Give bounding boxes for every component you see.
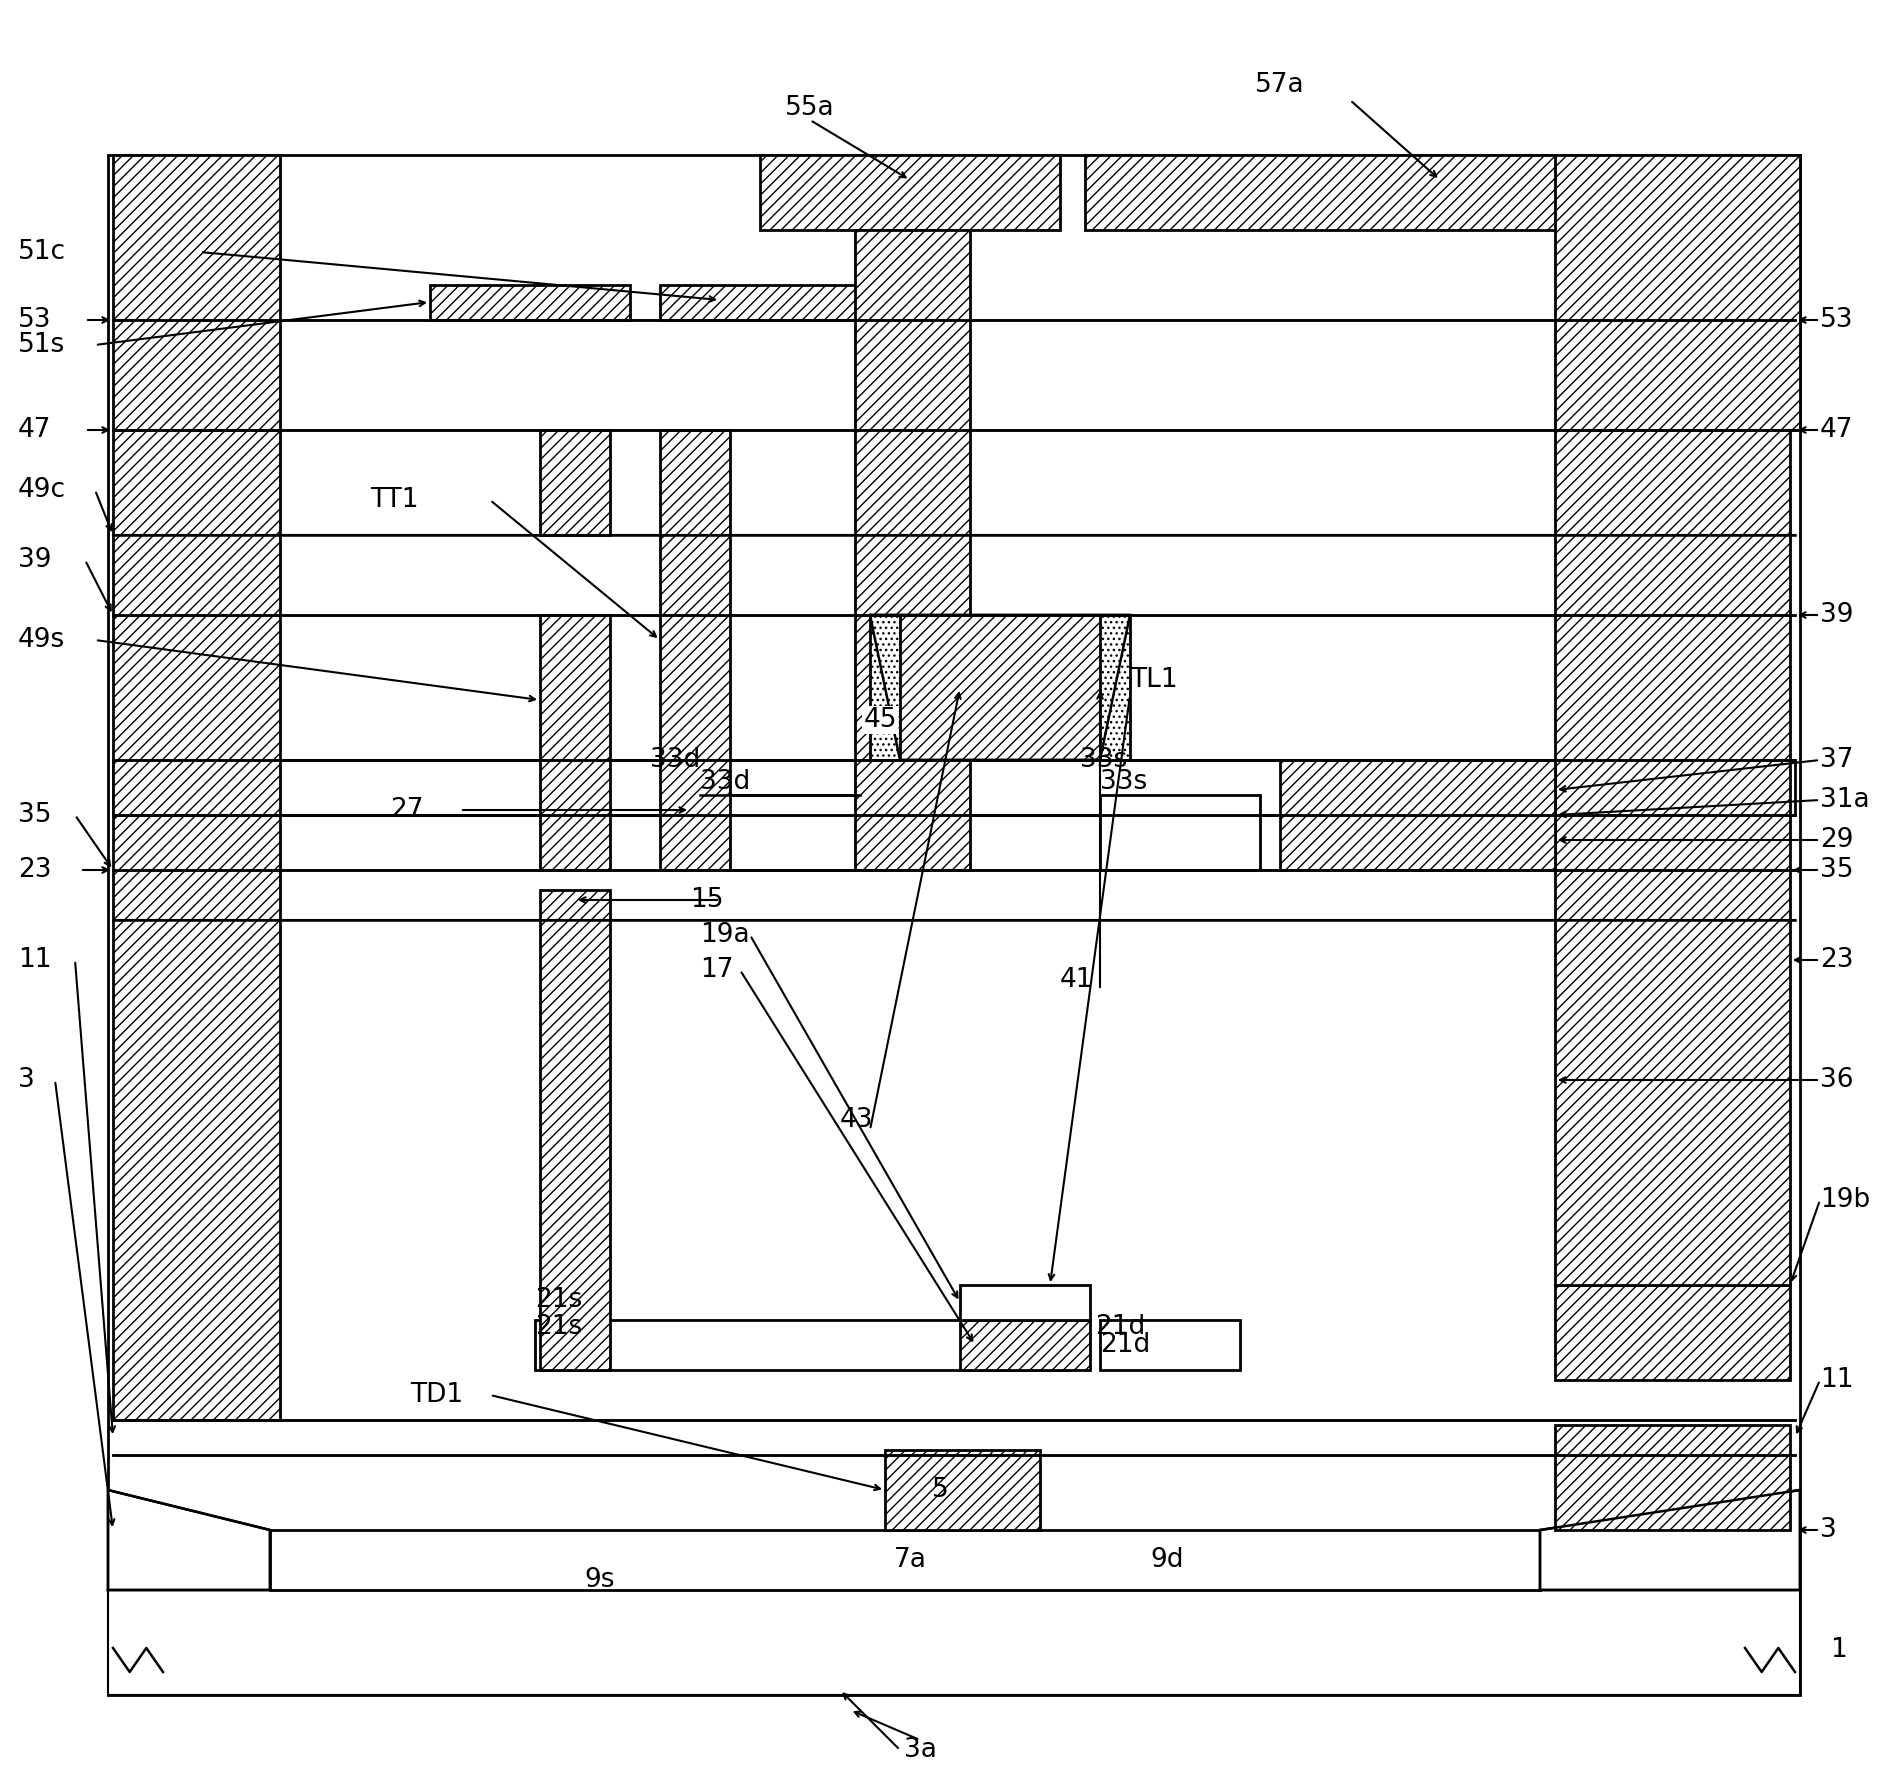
Bar [114,155,280,430]
Polygon shape [108,1490,271,1590]
Text: 51c: 51c [19,239,66,266]
Bar [884,1450,1040,1531]
Bar [114,430,280,815]
Text: 11: 11 [19,947,51,972]
Bar [1555,1284,1790,1381]
Text: 35: 35 [19,803,51,828]
Text: 49s: 49s [19,626,64,653]
Text: 21d: 21d [1095,1315,1146,1340]
Bar [1100,615,1131,760]
Text: 31a: 31a [1820,787,1869,814]
Text: 19a: 19a [701,922,750,947]
Bar [1555,430,1790,1284]
Bar [540,430,610,535]
Bar [659,285,860,319]
Text: 7a: 7a [894,1547,926,1573]
Text: 37: 37 [1820,747,1854,772]
Text: 15: 15 [689,887,724,913]
Text: 36: 36 [1820,1067,1854,1094]
Text: 47: 47 [1820,417,1854,442]
Text: 23: 23 [19,856,51,883]
Text: 3: 3 [19,1067,34,1094]
Text: 3: 3 [1820,1516,1837,1543]
Text: 47: 47 [19,417,51,442]
Bar [114,815,280,1420]
Text: 33s: 33s [1080,747,1127,772]
Text: 35: 35 [1820,856,1854,883]
Text: TD1: TD1 [409,1383,464,1408]
Text: 45: 45 [864,706,896,733]
Bar [701,796,860,871]
Bar [1100,796,1260,871]
Bar [1555,1425,1790,1531]
Text: 41: 41 [1061,967,1093,994]
Bar [271,1531,1540,1590]
Text: 27: 27 [390,797,424,822]
Polygon shape [1540,1490,1799,1590]
Text: 29: 29 [1820,828,1854,853]
Text: 21d: 21d [1100,1333,1150,1358]
Text: 17: 17 [701,956,733,983]
Bar [659,430,729,871]
Bar [1280,760,1555,871]
Bar [540,890,610,1370]
Bar [1100,1320,1241,1370]
Text: 39: 39 [1820,601,1854,628]
Bar [960,1284,1091,1320]
Text: 57a: 57a [1256,71,1305,98]
Bar [534,1320,1070,1370]
Bar [854,230,970,871]
Text: 3a: 3a [903,1738,936,1763]
Text: 33d: 33d [650,747,701,772]
Text: 21s: 21s [534,1286,581,1313]
Text: 5: 5 [932,1477,949,1502]
Text: 39: 39 [19,548,51,573]
Text: 1: 1 [1830,1638,1847,1663]
Bar [960,1320,1091,1370]
Text: 33d: 33d [701,769,750,796]
Text: 51s: 51s [19,332,64,359]
Text: 19b: 19b [1820,1186,1869,1213]
Text: 49c: 49c [19,476,66,503]
Bar [114,760,1796,815]
Text: 23: 23 [1820,947,1854,972]
Text: 9s: 9s [585,1566,616,1593]
Bar [430,285,631,319]
Text: 43: 43 [841,1108,873,1133]
Text: 9d: 9d [1150,1547,1184,1573]
Bar [759,155,1061,230]
Bar [540,615,610,871]
Text: 53: 53 [1820,307,1854,334]
Text: TT1: TT1 [369,487,419,514]
Bar [1555,155,1799,430]
Text: 33s: 33s [1100,769,1148,796]
Bar [869,615,900,760]
Text: 53: 53 [19,307,51,334]
Bar [108,1590,1799,1695]
Text: TL1: TL1 [1131,667,1178,692]
Bar [108,155,1799,1695]
Polygon shape [869,615,1131,760]
Text: 55a: 55a [786,95,835,121]
Text: 21s: 21s [534,1315,581,1340]
Bar [1085,155,1799,230]
Text: 11: 11 [1820,1367,1854,1393]
